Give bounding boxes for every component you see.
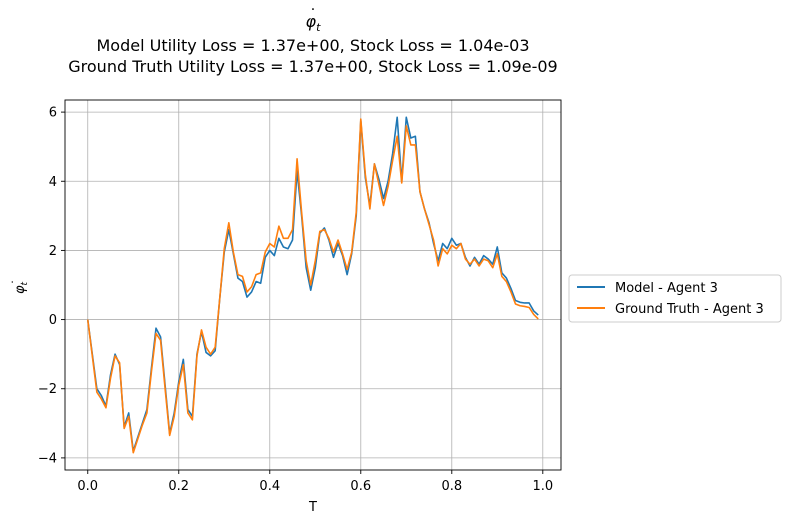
y-tick-label: −4 (38, 451, 57, 466)
y-tick-label: 0 (49, 313, 57, 328)
axes-frame (64, 99, 562, 471)
y-tick-label: −2 (38, 382, 57, 397)
y-tick-label: 4 (49, 175, 57, 190)
legend: Model - Agent 3 Ground Truth - Agent 3 (568, 274, 782, 323)
svg-text:·: · (6, 280, 19, 284)
chart-title-symbol: φt (306, 12, 322, 34)
series-line-model (86, 116, 539, 452)
series-line-ground-truth (86, 118, 539, 454)
x-tick-label: 0.8 (441, 479, 462, 494)
x-tick-label: 1.0 (532, 479, 553, 494)
x-tick-label: 0.2 (168, 479, 189, 494)
plot-area: 0.0 0.2 0.4 0.6 0.8 1.0 −4 −2 0 2 4 6 (38, 99, 562, 494)
y-axis-label: φt · (6, 280, 30, 294)
legend-label-model: Model - Agent 3 (615, 281, 718, 296)
title-dot-accent: · (311, 2, 315, 18)
legend-label-ground-truth: Ground Truth - Agent 3 (615, 302, 764, 317)
chart-title-line-2: Ground Truth Utility Loss = 1.37e+00, St… (68, 57, 557, 76)
y-tick-label: 2 (49, 244, 57, 259)
x-axis-label: T (308, 500, 317, 515)
x-tick-label: 0.4 (259, 479, 280, 494)
x-tick-label: 0.0 (77, 479, 98, 494)
svg-text:φt: φt (13, 281, 30, 294)
y-tick-label: 6 (49, 106, 57, 121)
chart-title-line-1: Model Utility Loss = 1.37e+00, Stock Los… (97, 36, 530, 55)
legend-box (568, 274, 782, 323)
x-tick-label: 0.6 (350, 479, 371, 494)
